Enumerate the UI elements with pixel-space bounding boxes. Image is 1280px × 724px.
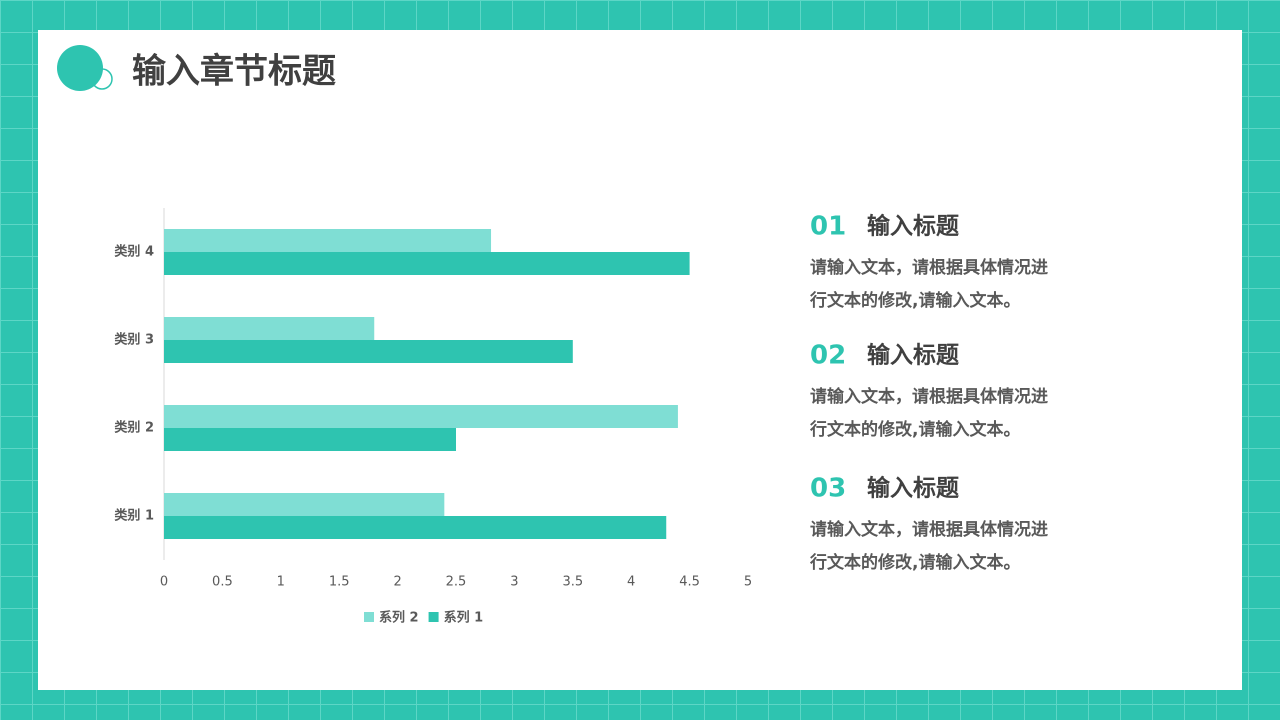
- bar: [164, 317, 375, 340]
- y-tick-label: 类别 3: [114, 332, 154, 348]
- x-tick-label: 0.5: [212, 575, 233, 590]
- item-text: 请输入文本，请根据具体情况进: [810, 519, 1048, 540]
- bar: [164, 340, 573, 363]
- item-heading: 输入标题: [867, 475, 959, 502]
- item-heading: 输入标题: [867, 213, 959, 240]
- legend-label: 系列 1: [444, 610, 484, 626]
- y-tick-label: 类别 1: [114, 508, 154, 524]
- item-number: 02: [810, 341, 846, 371]
- bar: [164, 516, 667, 539]
- y-tick-label: 类别 2: [114, 420, 154, 436]
- title-dot: [57, 45, 103, 91]
- item-number: 01: [810, 212, 846, 242]
- bar: [164, 405, 678, 428]
- bar: [164, 229, 492, 252]
- x-tick-label: 1.5: [329, 575, 350, 590]
- page-title: 输入章节标题: [132, 52, 336, 92]
- x-tick-label: 3: [510, 575, 518, 590]
- legend-label: 系列 2: [379, 610, 419, 626]
- item-text: 行文本的修改,请输入文本。: [809, 552, 1020, 573]
- x-tick-label: 4: [627, 575, 635, 590]
- legend-swatch: [428, 612, 439, 622]
- x-tick-label: 1: [277, 575, 285, 590]
- item-text: 请输入文本，请根据具体情况进: [810, 386, 1048, 407]
- x-tick-label: 0: [160, 575, 168, 590]
- item-text: 行文本的修改,请输入文本。: [809, 419, 1020, 440]
- bar: [164, 252, 690, 275]
- item-number: 03: [810, 474, 846, 504]
- x-tick-label: 2.5: [446, 575, 467, 590]
- bar: [164, 493, 445, 516]
- x-tick-label: 5: [744, 575, 752, 590]
- legend-swatch: [364, 612, 374, 622]
- x-tick-label: 3.5: [562, 575, 583, 590]
- item-heading: 输入标题: [867, 342, 959, 369]
- item-text: 行文本的修改,请输入文本。: [809, 290, 1020, 311]
- title-ring: [91, 68, 113, 90]
- item-text: 请输入文本，请根据具体情况进: [810, 257, 1048, 278]
- x-tick-label: 4.5: [679, 575, 700, 590]
- y-tick-label: 类别 4: [114, 244, 154, 260]
- x-tick-label: 2: [393, 575, 401, 590]
- bar: [164, 428, 456, 451]
